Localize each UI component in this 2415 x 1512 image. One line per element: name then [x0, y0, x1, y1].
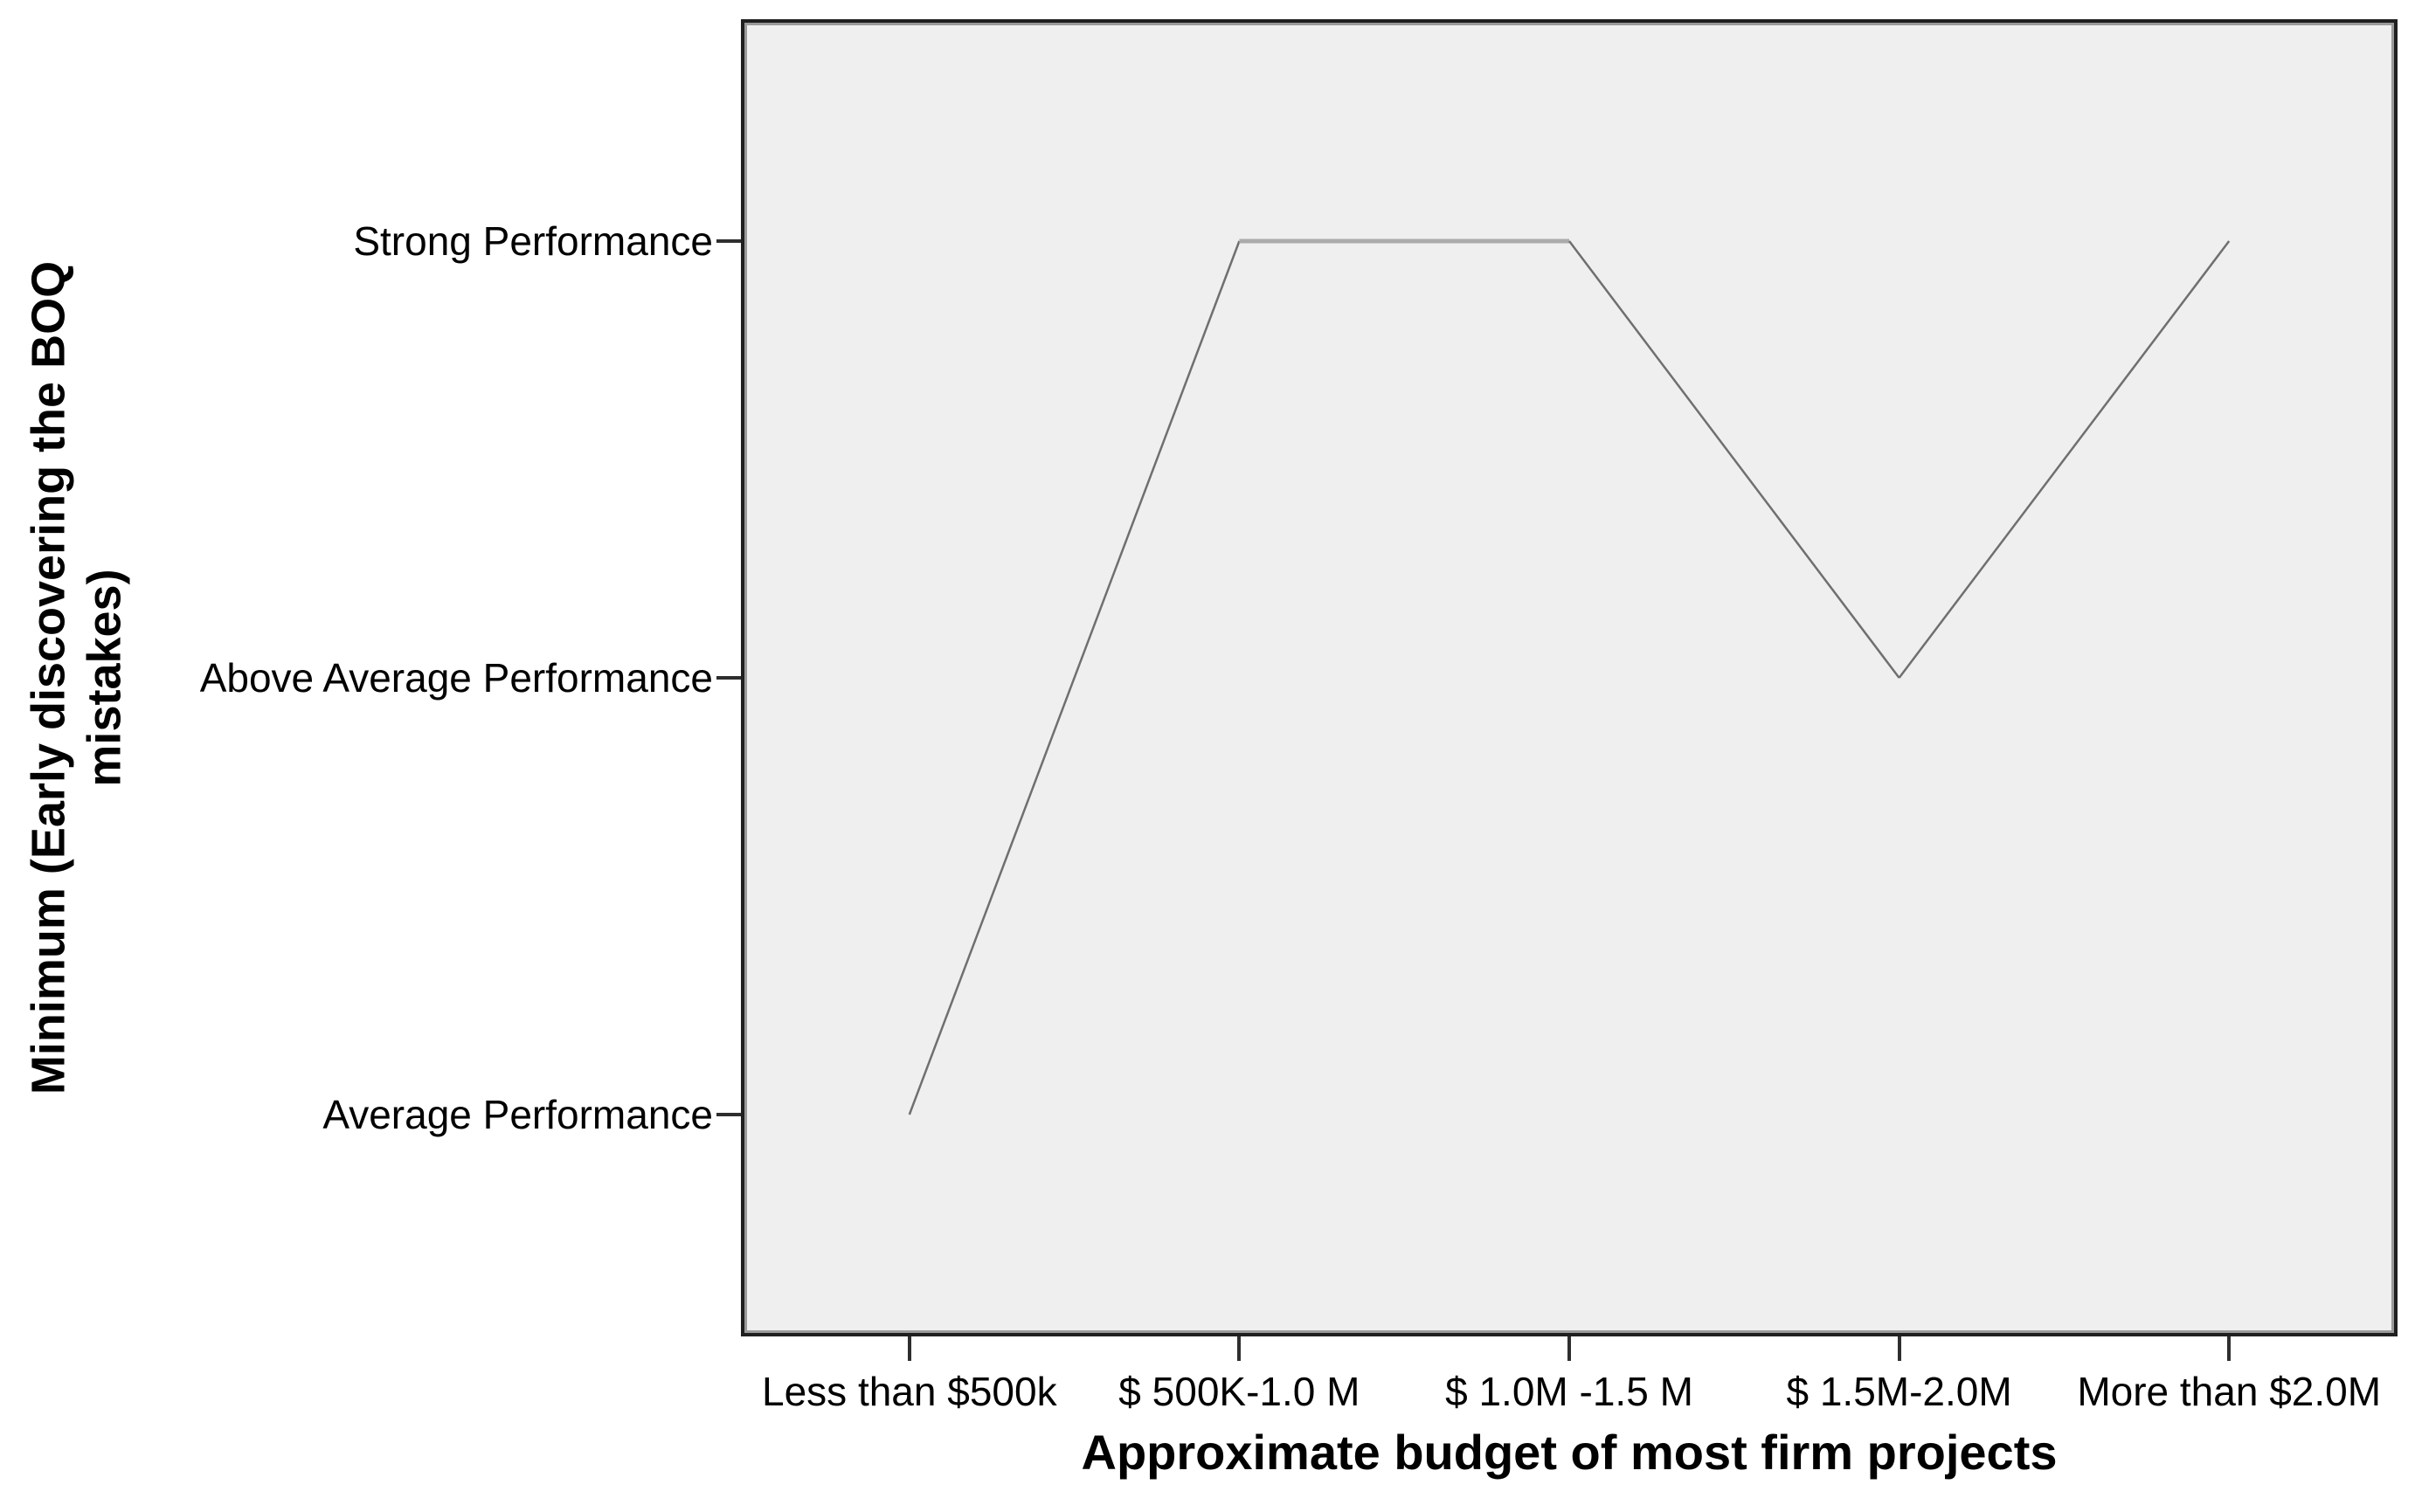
y-tick-mark: [716, 239, 741, 243]
y-tick-label: Above Average Performance: [199, 655, 713, 701]
y-tick-mark: [716, 1113, 741, 1116]
line-series: [908, 238, 2231, 1115]
x-tick-label: $ 1.0M -1.5 M: [1445, 1369, 1693, 1414]
x-axis-title: Approximate budget of most firm projects: [1081, 1425, 2058, 1480]
x-tick-label: $ 500K-1.0 M: [1118, 1369, 1360, 1414]
x-tick-mark: [1237, 1336, 1242, 1361]
x-tick-mark: [1567, 1336, 1571, 1361]
line-segment: [1568, 240, 1900, 679]
x-tick-mark: [1897, 1336, 1901, 1361]
x-tick-label: More than $2.0M: [2077, 1369, 2382, 1414]
line-segment: [1898, 240, 2231, 679]
y-tick-mark: [716, 676, 741, 680]
plot-area: [741, 19, 2398, 1336]
x-tick-mark: [907, 1336, 911, 1361]
x-tick-mark: [2227, 1336, 2232, 1361]
x-tick-label: Less than $500k: [762, 1369, 1057, 1414]
y-tick-label: Strong Performance: [353, 218, 713, 264]
x-tick-label: $ 1.5M-2.0M: [1786, 1369, 2012, 1414]
y-tick-label: Average Performance: [322, 1092, 713, 1137]
line-segment: [908, 240, 1241, 1115]
